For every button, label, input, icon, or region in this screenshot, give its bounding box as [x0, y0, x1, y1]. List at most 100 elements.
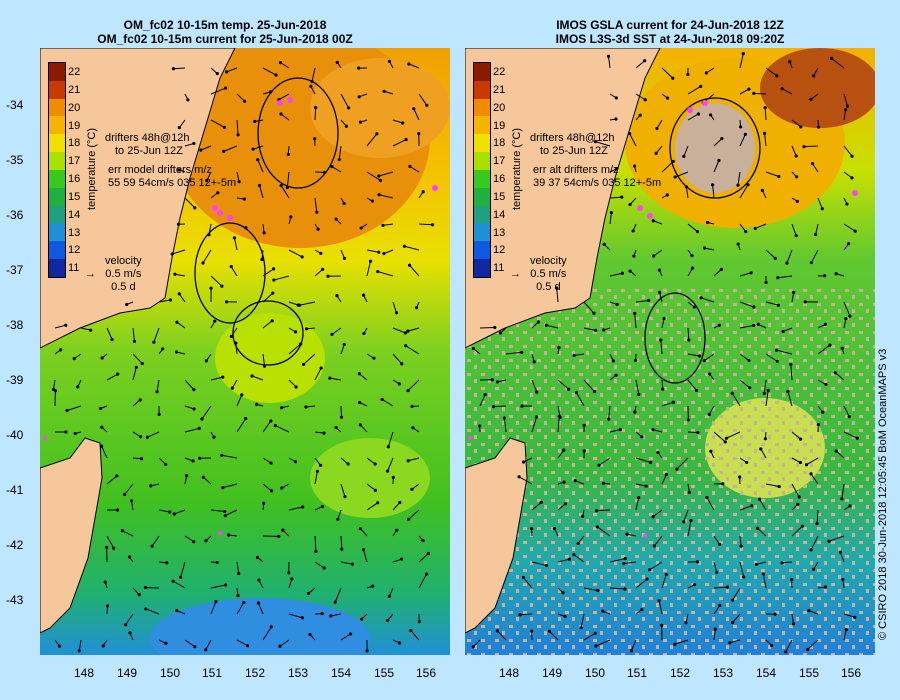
velocity-arrow-head — [643, 98, 647, 102]
velocity-arrow-head — [260, 257, 264, 262]
velocity-label: velocity — [530, 255, 567, 267]
velocity-arrow — [635, 578, 648, 589]
velocity-arrow-head — [139, 435, 143, 439]
x-tick: 153 — [287, 666, 309, 680]
velocity-arrows — [471, 52, 859, 654]
velocity-arrow-head — [692, 583, 697, 587]
velocity-arrow — [634, 313, 637, 329]
velocity-arrow — [635, 379, 640, 395]
velocity-arrow-head — [175, 609, 179, 613]
velocity-arrow — [522, 577, 533, 589]
velocity-arrow-head — [192, 141, 196, 146]
colorbar-tick: 21 — [68, 83, 81, 96]
velocity-arrow-head — [115, 474, 119, 478]
colorbar-tick: 13 — [493, 226, 506, 239]
velocity-arrow — [418, 223, 433, 226]
velocity-arrow — [674, 639, 689, 645]
colorbar-tick: 22 — [68, 66, 81, 78]
velocity-arrow-head — [279, 183, 283, 188]
velocity-arrow-head — [370, 199, 375, 203]
velocity-arrow-head — [520, 404, 524, 408]
velocity-arrow-head — [234, 341, 238, 345]
velocity-arrow-head — [376, 269, 380, 274]
velocity-arrow — [340, 633, 351, 641]
x-tick: 156 — [415, 666, 437, 680]
colorbar-segment — [49, 187, 65, 206]
velocity-arrow-head — [823, 585, 828, 589]
colorbar-segment — [474, 223, 490, 242]
velocity-arrow-head — [853, 229, 857, 233]
velocity-arrow — [762, 574, 767, 589]
colorbar-segment — [49, 152, 65, 170]
velocity-arrow — [608, 56, 611, 69]
colorbar-tick: 17 — [68, 155, 81, 168]
velocity-arrow — [366, 483, 376, 491]
velocity-scale: 0.5 m/s — [105, 268, 142, 280]
velocity-arrow-head — [171, 67, 176, 71]
velocity-arrow-head — [738, 475, 742, 479]
velocity-arrow-head — [761, 572, 766, 576]
velocity-arrow-head — [660, 623, 664, 627]
velocity-arrow — [340, 535, 343, 550]
velocity-arrow-head — [757, 497, 762, 501]
velocity-arrow-head — [664, 572, 668, 577]
velocity-arrow — [531, 502, 542, 511]
velocity-arrow-head — [328, 376, 332, 380]
velocity-arrow — [704, 353, 715, 362]
velocity-arrow-head — [794, 234, 798, 238]
velocity-arrow — [583, 327, 596, 331]
velocity-arrow-head — [562, 448, 566, 452]
velocity-arrow — [753, 92, 767, 95]
velocity-arrow-head — [592, 389, 597, 394]
velocity-arrow-head — [382, 252, 386, 256]
velocity-arrow-head — [651, 428, 655, 432]
velocity-arrow-head — [781, 329, 785, 334]
velocity-arrow — [739, 88, 750, 95]
velocity-arrow-head — [77, 649, 81, 653]
velocity-arrow — [340, 93, 350, 109]
velocity-arrow — [314, 367, 322, 381]
velocity-arrow-head — [773, 256, 777, 260]
velocity-arrow-head — [240, 393, 244, 397]
velocity-arrow-head — [270, 319, 274, 323]
velocity-arrow-head — [687, 338, 691, 342]
velocity-arrow-head — [344, 124, 349, 128]
velocity-arrow-head — [730, 391, 734, 395]
velocity-arrow — [230, 266, 238, 277]
velocity-arrow-head — [410, 404, 414, 408]
velocity-arrow-head — [705, 220, 710, 225]
velocity-arrow-head — [201, 261, 205, 265]
velocity-arrow-head — [686, 72, 690, 77]
velocity-arrow-head — [749, 271, 753, 275]
colorbar-segment — [49, 63, 65, 81]
velocity-arrow-head — [623, 557, 627, 561]
velocity-arrow — [765, 353, 778, 362]
velocity-arrow — [661, 474, 667, 485]
velocity-arrow-head — [763, 437, 767, 441]
velocity-arrow — [765, 301, 779, 306]
velocity-arrow — [210, 376, 223, 381]
velocity-arrow — [739, 561, 745, 578]
velocity-arrow-head — [333, 600, 337, 604]
velocity-arrow — [359, 373, 368, 381]
velocity-arrow-head — [378, 178, 383, 183]
y-tick: -36 — [6, 208, 24, 222]
velocity-arrow-head — [743, 132, 747, 136]
velocity-arrow-head — [717, 323, 721, 327]
velocity-arrow-head — [644, 484, 648, 488]
velocity-arrow — [597, 526, 611, 537]
colorbar-segment — [49, 80, 65, 99]
velocity-arrow-head — [773, 612, 777, 616]
velocity-arrow-head — [89, 328, 93, 332]
velocity-arrow-head — [53, 389, 57, 393]
left-map — [40, 48, 450, 655]
colorbar-tick: 14 — [493, 208, 506, 221]
velocity-arrow-head — [269, 625, 273, 629]
velocity-arrow — [732, 613, 741, 623]
velocity-arrow — [132, 327, 135, 342]
velocity-arrow — [278, 93, 290, 101]
velocity-arrow-head — [662, 316, 666, 321]
colorbar-segment — [474, 152, 490, 170]
velocity-arrow-head — [377, 250, 381, 254]
velocity-arrow-head — [798, 460, 802, 465]
